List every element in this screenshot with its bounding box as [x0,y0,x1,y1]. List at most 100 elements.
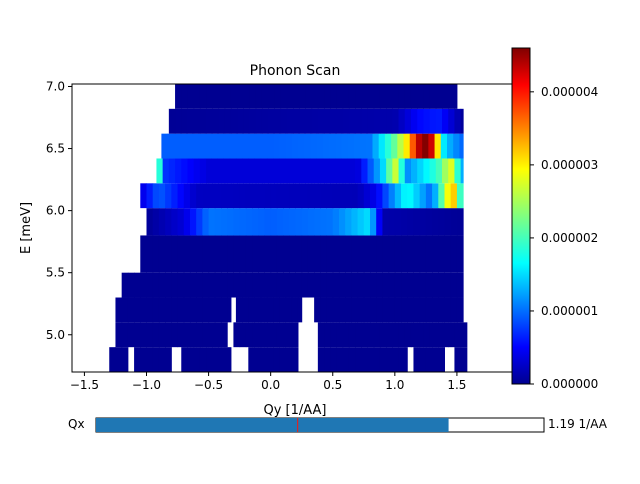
heatmap-cell [248,347,256,372]
heatmap-cell [295,208,303,236]
heatmap-cell [227,208,234,236]
heatmap-cell [366,133,373,159]
heatmap-cell [233,272,241,298]
heatmap-cell [404,108,412,134]
colorbar-tick-label: 0.000003 [541,158,598,172]
heatmap-cell [351,208,359,236]
heatmap-cell [297,133,305,159]
heatmap-cell [410,322,418,348]
heatmap-cell [196,235,203,273]
heatmap-cell [243,84,251,109]
heatmap-cell [214,183,222,209]
heatmap-cell [146,208,154,236]
heatmap-cell [134,347,141,372]
heatmap-cell [181,347,188,372]
heatmap-cell [434,133,442,159]
heatmap-cell [388,235,396,273]
slider-label: Qx [68,417,85,431]
heatmap-cell [422,133,429,159]
heatmap-cell [177,235,185,273]
heatmap-cell [291,133,299,159]
heatmap-cell [237,158,244,184]
heatmap-cell [214,322,222,348]
heatmap-cell [401,272,408,298]
heatmap-cell [187,347,195,372]
heatmap-cell [266,347,274,372]
heatmap-cell [398,108,406,134]
heatmap-cell [146,347,154,372]
heatmap-cell [324,158,331,184]
heatmap-cell [248,133,256,159]
heatmap-cell [453,133,460,159]
heatmap-cell [279,133,287,159]
heatmap-cell [336,158,344,184]
heatmap-cell [214,272,222,298]
heatmap-cell [317,347,325,372]
heatmap-cell [291,347,299,372]
heatmap-cell [392,347,400,372]
heatmap-cell [386,84,393,109]
heatmap-cell [314,208,321,236]
heatmap-cell [224,108,232,134]
heatmap-cell [239,322,247,348]
heatmap-cell [235,133,243,159]
heatmap-cell [221,297,228,323]
heatmap-cell [273,297,280,323]
heatmap-cell [295,272,303,298]
heatmap-cell [268,158,275,184]
heatmap-cell [152,297,160,323]
heatmap-cell [127,297,135,323]
heatmap-cell [401,208,408,236]
heatmap-cell [158,347,166,372]
heatmap-cell [409,133,417,159]
heatmap-cell [373,347,381,372]
heatmap-cell [330,84,337,109]
heatmap-cell [121,272,129,298]
heatmap-cell [270,183,278,209]
heatmap-cell [264,322,272,348]
heatmap-cell [326,272,334,298]
heatmap-cell [221,183,228,209]
heatmap-cell [460,322,468,348]
heatmap-cell [224,347,232,372]
heatmap-cell [140,235,147,273]
heatmap-cell [293,108,300,134]
heatmap-cell [224,84,232,109]
heatmap-cell [206,158,213,184]
heatmap-cell [208,297,216,323]
slider-fill[interactable] [96,418,449,432]
heatmap-cell [196,272,203,298]
heatmap-cell [227,183,234,209]
qx-slider[interactable] [95,417,545,433]
heatmap-cell [438,235,445,273]
heatmap-cell [417,84,424,109]
heatmap-cell [291,297,299,323]
heatmap-cell [217,133,224,159]
heatmap-cell [444,272,452,298]
heatmap-cell [121,347,129,372]
heatmap-cell [373,158,381,184]
heatmap-cell [355,347,362,372]
heatmap-cell [158,272,166,298]
heatmap-cell [440,133,448,159]
heatmap-cell [254,133,262,159]
heatmap-cell [419,235,427,273]
heatmap-cell [134,297,141,323]
heatmap-cell [171,208,179,236]
heatmap-cell [283,272,290,298]
heatmap-cell [345,297,352,323]
heatmap-cell [316,133,324,159]
heatmap-cell [266,297,274,323]
heatmap-cell [392,158,400,184]
heatmap-cell [432,272,439,298]
heatmap-cell [338,235,346,273]
heatmap-cell [301,235,309,273]
heatmap-cell [177,297,185,323]
heatmap-cell [156,158,164,184]
y-tick-label: 6.5 [46,142,65,156]
heatmap-cell [177,272,185,298]
heatmap-cell [224,158,232,184]
heatmap-cell [196,322,203,348]
heatmap-cell [158,235,166,273]
heatmap-cell [127,322,135,348]
